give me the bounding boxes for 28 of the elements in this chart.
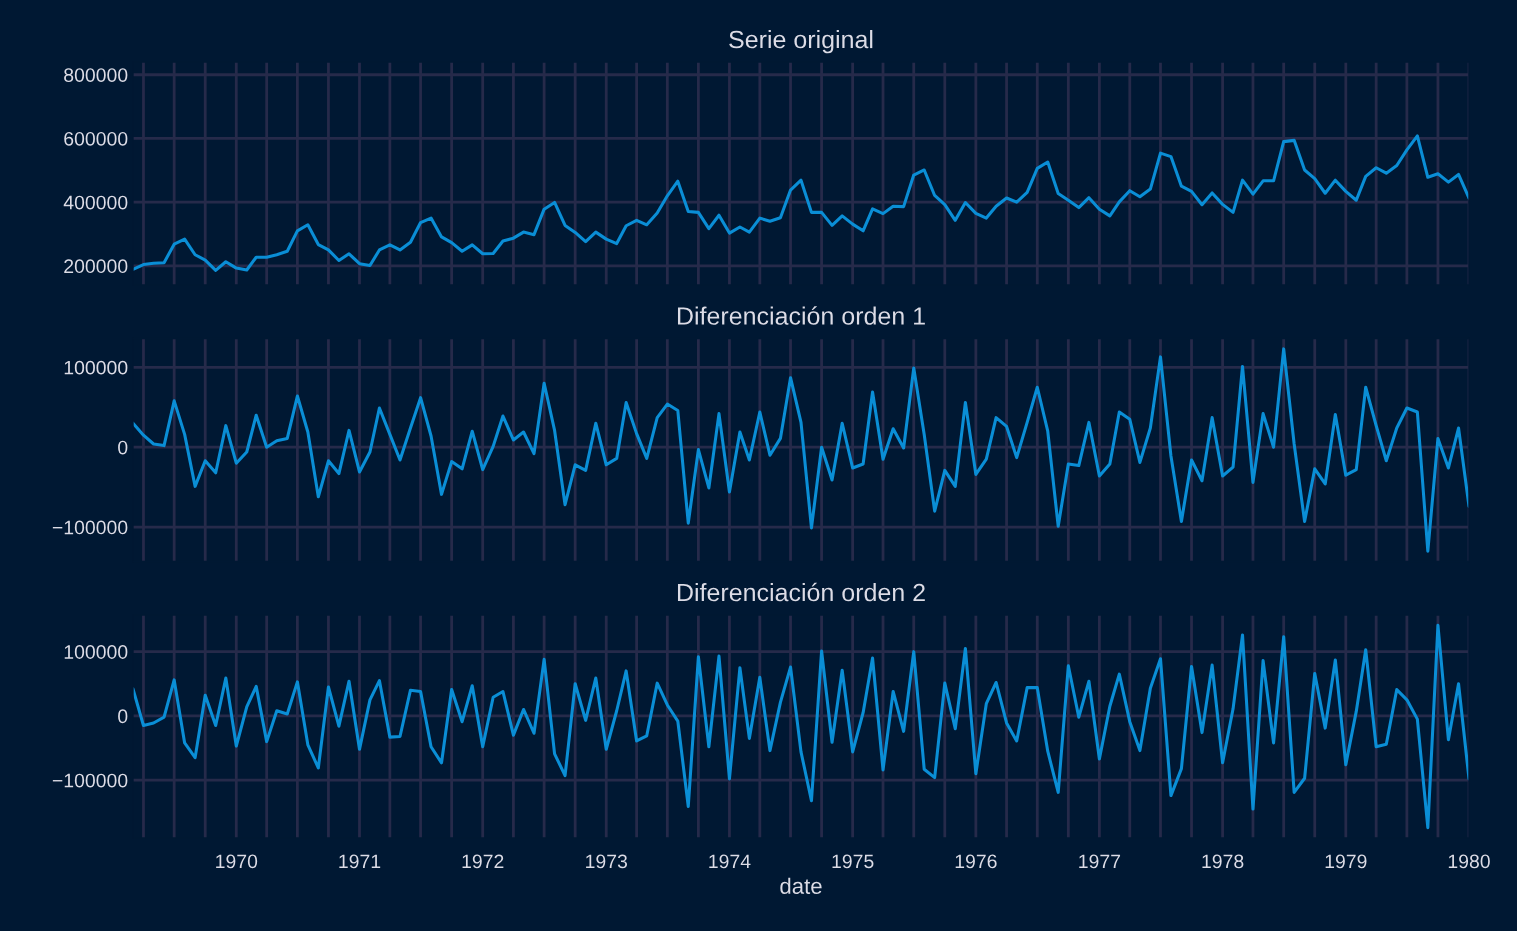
y-tick-label: 600000 bbox=[64, 131, 128, 146]
chart-title: Diferenciación orden 2 bbox=[677, 582, 925, 602]
chart-title: Serie original bbox=[729, 29, 873, 54]
line-series bbox=[133, 347, 1469, 553]
x-tick-label: 1977 bbox=[1079, 854, 1121, 869]
line-series bbox=[133, 623, 1469, 830]
y-tick-label: 100000 bbox=[64, 360, 128, 375]
x-tick-label: 1976 bbox=[955, 854, 997, 869]
x-tick-label: 1980 bbox=[1448, 854, 1490, 869]
y-tick-label: 800000 bbox=[64, 68, 128, 82]
y-tick-label: 100000 bbox=[64, 645, 128, 659]
y-tick-label: −100000 bbox=[52, 520, 128, 535]
chart-title: Diferenciación orden 1 bbox=[677, 306, 925, 325]
x-tick-label: 1975 bbox=[832, 854, 874, 869]
y-tick-label: 200000 bbox=[64, 259, 128, 274]
y-tick-label: 0 bbox=[118, 709, 128, 724]
x-axis-title: date bbox=[780, 877, 822, 894]
y-tick-label: 0 bbox=[118, 440, 128, 455]
x-tick-label: 1973 bbox=[586, 854, 628, 869]
y-tick-label: 400000 bbox=[63, 195, 128, 210]
x-tick-label: 1972 bbox=[462, 854, 504, 869]
x-tick-label: 1978 bbox=[1202, 854, 1244, 869]
line-series bbox=[133, 134, 1469, 272]
x-tick-label: 1971 bbox=[339, 854, 381, 869]
y-tick-label: −100000 bbox=[52, 773, 128, 788]
x-tick-label: 1979 bbox=[1325, 854, 1367, 869]
x-tick-label: 1970 bbox=[216, 854, 258, 869]
x-tick-label: 1974 bbox=[709, 854, 751, 869]
